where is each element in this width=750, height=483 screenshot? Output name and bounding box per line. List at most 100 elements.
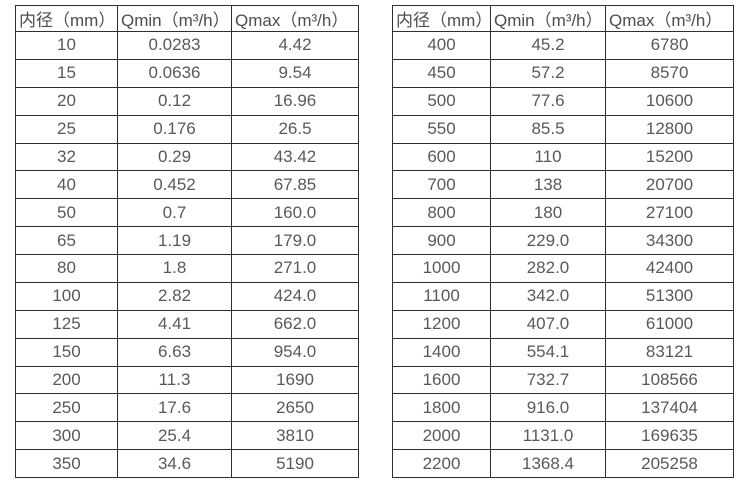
table-row: 2000 1131.0 169635 [392,421,734,451]
col-header-inner-diameter: 内径（mm） [392,5,491,32]
table-cell: 9.54 [231,58,359,88]
table-cell: 1800 [392,393,491,423]
table-cell: 43.42 [231,142,359,172]
table-cell: 125 [15,309,118,339]
table-cell: 342.0 [490,281,606,311]
table-cell: 25.4 [117,421,232,451]
table-cell: 45.2 [490,31,606,60]
table-cell: 57.2 [490,58,606,88]
table-cell: 450 [392,58,491,88]
table-cell: 900 [392,226,491,255]
table-cell: 271.0 [231,254,359,283]
table-cell: 26.5 [231,114,359,144]
table-cell: 1200 [392,309,491,339]
table-cell: 51300 [605,281,734,311]
table-cell: 34300 [605,226,734,255]
table-cell: 25 [15,114,118,144]
table-cell: 700 [392,170,491,200]
table-cell: 205258 [605,449,734,478]
table-cell: 160.0 [231,198,359,228]
table-cell: 5190 [231,449,359,478]
table-cell: 662.0 [231,309,359,339]
table-cell: 282.0 [490,254,606,283]
table-cell: 0.29 [117,142,232,172]
table-row: 20 0.12 16.96 [15,86,359,116]
table-cell: 400 [392,31,491,60]
table-row: 25 0.176 26.5 [15,114,359,144]
table-cell: 15 [15,58,118,88]
table-cell: 137404 [605,393,734,423]
table-row: 1400 554.1 83121 [392,337,734,367]
table-cell: 15200 [605,142,734,172]
table-cell: 67.85 [231,170,359,200]
table-row: 80 1.8 271.0 [15,254,359,283]
col-header-qmax: Qmax（m³/h） [231,5,359,32]
table-cell: 11.3 [117,365,232,395]
table-cell: 40 [15,170,118,200]
table-cell: 1368.4 [490,449,606,478]
table-cell: 85.5 [490,114,606,144]
table-row: 2200 1368.4 205258 [392,449,734,478]
table-cell: 2.82 [117,281,232,311]
table-cell: 12800 [605,114,734,144]
table-cell: 200 [15,365,118,395]
table-row: 65 1.19 179.0 [15,226,359,255]
table-cell: 407.0 [490,309,606,339]
table-cell: 34.6 [117,449,232,478]
table-cell: 229.0 [490,226,606,255]
table-cell: 1400 [392,337,491,367]
table-cell: 1131.0 [490,421,606,451]
table-row: 600 110 15200 [392,142,734,172]
table-cell: 83121 [605,337,734,367]
table-cell: 108566 [605,365,734,395]
table-cell: 77.6 [490,86,606,116]
table-row: 550 85.5 12800 [392,114,734,144]
col-header-qmin: Qmin（m³/h） [117,5,232,32]
table-cell: 180 [490,198,606,228]
table-cell: 27100 [605,198,734,228]
table-cell: 0.12 [117,86,232,116]
table-cell: 0.0283 [117,31,232,60]
table-cell: 150 [15,337,118,367]
table-row: 150 6.63 954.0 [15,337,359,367]
table-cell: 4.41 [117,309,232,339]
table-row: 350 34.6 5190 [15,449,359,478]
flow-table-right: 内径（mm） Qmin（m³/h） Qmax（m³/h） 400 45.2 6780… [392,5,734,478]
table-row: 125 4.41 662.0 [15,309,359,339]
table-cell: 0.176 [117,114,232,144]
table-cell: 2000 [392,421,491,451]
table-cell: 8570 [605,58,734,88]
table-row: 300 25.4 3810 [15,421,359,451]
table-cell: 32 [15,142,118,172]
table-cell: 20 [15,86,118,116]
table-cell: 1.8 [117,254,232,283]
table-cell: 20700 [605,170,734,200]
table-cell: 50 [15,198,118,228]
table-cell: 179.0 [231,226,359,255]
table-header-row: 内径（mm） Qmin（m³/h） Qmax（m³/h） [392,5,734,32]
table-cell: 300 [15,421,118,451]
table-row: 700 138 20700 [392,170,734,200]
table-row: 10 0.0283 4.42 [15,31,359,60]
table-row: 40 0.452 67.85 [15,170,359,200]
table-row: 800 180 27100 [392,198,734,228]
table-row: 900 229.0 34300 [392,226,734,255]
flow-table-left: 内径（mm） Qmin（m³/h） Qmax（m³/h） 10 0.0283 4.4… [15,5,359,478]
table-cell: 350 [15,449,118,478]
table-cell: 10 [15,31,118,60]
table-cell: 2200 [392,449,491,478]
table-cell: 3810 [231,421,359,451]
table-cell: 2650 [231,393,359,423]
table-cell: 916.0 [490,393,606,423]
table-cell: 424.0 [231,281,359,311]
table-cell: 16.96 [231,86,359,116]
table-cell: 554.1 [490,337,606,367]
table-cell: 0.0636 [117,58,232,88]
table-row: 500 77.6 10600 [392,86,734,116]
table-row: 1800 916.0 137404 [392,393,734,423]
table-cell: 800 [392,198,491,228]
table-cell: 1100 [392,281,491,311]
table-body: 10 0.0283 4.42 15 0.0636 9.54 20 0.12 16.96 25 0.1… [15,31,359,478]
table-cell: 6.63 [117,337,232,367]
